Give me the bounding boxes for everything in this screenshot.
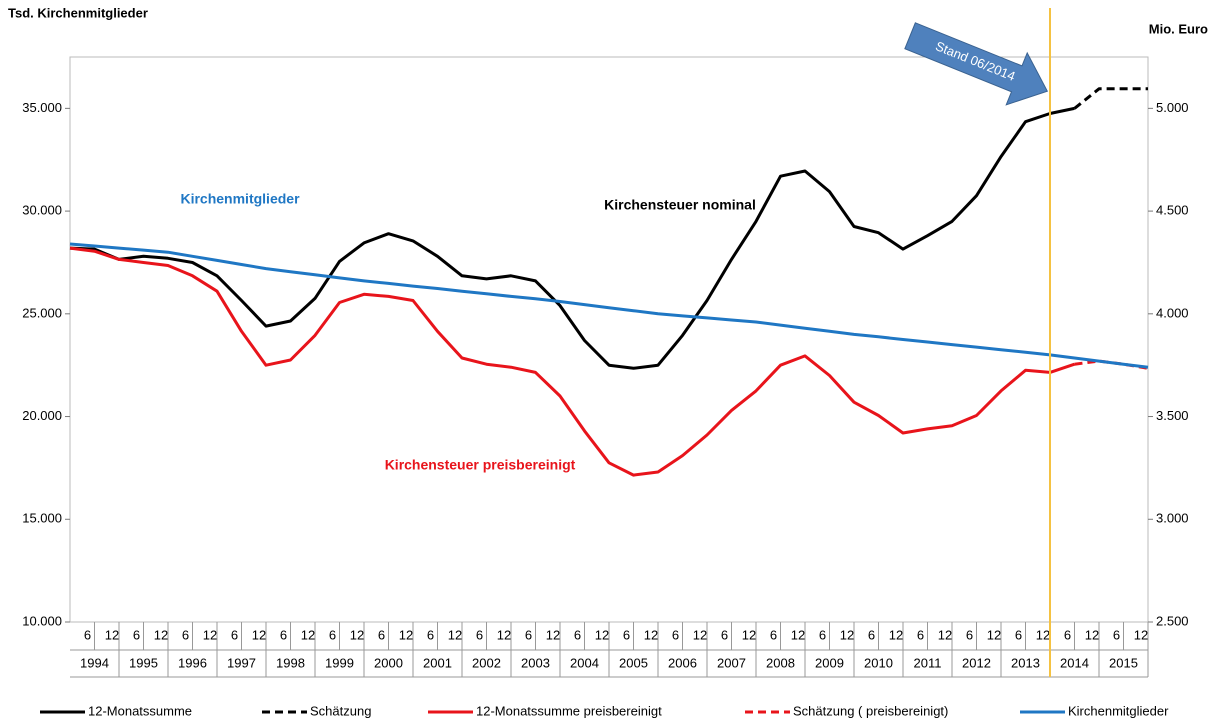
x-tick-label: 12 bbox=[840, 627, 854, 642]
y2-tick-label: 3.500 bbox=[1156, 408, 1189, 423]
x-year-label: 2013 bbox=[1011, 655, 1040, 670]
x-tick-label: 12 bbox=[1085, 627, 1099, 642]
x-tick-label: 12 bbox=[742, 627, 756, 642]
series-line bbox=[69, 242, 1149, 369]
x-tick-label: 6 bbox=[574, 627, 581, 642]
y-tick-label: 15.000 bbox=[22, 511, 62, 526]
x-tick-label: 6 bbox=[917, 627, 924, 642]
series-line bbox=[1073, 87, 1148, 110]
legend-label: 12-Monatssumme preisbereinigt bbox=[476, 703, 662, 718]
x-year-label: 1996 bbox=[178, 655, 207, 670]
x-year-label: 2007 bbox=[717, 655, 746, 670]
stand-arrow: Stand 06/2014 bbox=[904, 22, 1049, 106]
x-tick-label: 12 bbox=[1134, 627, 1148, 642]
series-line bbox=[69, 246, 1075, 477]
x-year-label: 2011 bbox=[914, 655, 942, 670]
x-tick-label: 6 bbox=[476, 627, 483, 642]
x-year-label: 1997 bbox=[227, 655, 256, 670]
x-tick-label: 12 bbox=[252, 627, 266, 642]
x-tick-label: 12 bbox=[693, 627, 707, 642]
x-tick-label: 12 bbox=[595, 627, 609, 642]
y-tick-label: 20.000 bbox=[22, 408, 62, 423]
legend-label: Schätzung ( preisbereinigt) bbox=[793, 703, 948, 718]
x-tick-label: 6 bbox=[966, 627, 973, 642]
x-year-label: 2006 bbox=[668, 655, 697, 670]
y-axis-label: Tsd. Kirchenmitglieder bbox=[8, 5, 148, 20]
x-year-label: 1995 bbox=[129, 655, 158, 670]
x-tick-label: 6 bbox=[623, 627, 630, 642]
x-tick-label: 6 bbox=[280, 627, 287, 642]
x-year-label: 2002 bbox=[472, 655, 501, 670]
x-tick-label: 6 bbox=[868, 627, 875, 642]
x-tick-label: 12 bbox=[497, 627, 511, 642]
x-tick-label: 12 bbox=[154, 627, 168, 642]
x-year-label: 1998 bbox=[276, 655, 305, 670]
x-year-label: 2001 bbox=[423, 655, 452, 670]
x-tick-label: 12 bbox=[448, 627, 462, 642]
x-tick-label: 6 bbox=[819, 627, 826, 642]
annotation: Kirchensteuer preisbereinigt bbox=[385, 457, 576, 473]
y2-tick-label: 5.000 bbox=[1156, 100, 1189, 115]
y-tick-label: 30.000 bbox=[22, 203, 62, 218]
legend-label: Kirchenmitglieder bbox=[1068, 703, 1169, 718]
y2-axis-label: Mio. Euro bbox=[1149, 21, 1208, 36]
x-tick-label: 6 bbox=[1015, 627, 1022, 642]
x-tick-label: 12 bbox=[644, 627, 658, 642]
x-year-label: 2008 bbox=[766, 655, 795, 670]
plot-frame bbox=[69, 56, 1149, 623]
x-tick-label: 6 bbox=[721, 627, 728, 642]
x-year-label: 2000 bbox=[374, 655, 403, 670]
x-tick-label: 6 bbox=[182, 627, 189, 642]
series-line bbox=[69, 106, 1075, 370]
x-tick-label: 12 bbox=[1036, 627, 1050, 642]
y-tick-label: 35.000 bbox=[22, 100, 62, 115]
x-year-label: 2014 bbox=[1060, 655, 1089, 670]
x-tick-label: 12 bbox=[105, 627, 119, 642]
x-tick-label: 12 bbox=[546, 627, 560, 642]
x-year-label: 2010 bbox=[864, 655, 893, 670]
x-tick-label: 6 bbox=[329, 627, 336, 642]
y2-tick-label: 2.500 bbox=[1156, 613, 1189, 628]
y-tick-label: 10.000 bbox=[22, 613, 62, 628]
legend-label: Schätzung bbox=[310, 703, 371, 718]
y2-tick-label: 3.000 bbox=[1156, 511, 1189, 526]
x-tick-label: 12 bbox=[791, 627, 805, 642]
x-tick-label: 12 bbox=[987, 627, 1001, 642]
x-year-label: 1994 bbox=[80, 655, 109, 670]
arrow-shape bbox=[904, 22, 1049, 106]
x-tick-label: 12 bbox=[889, 627, 903, 642]
x-tick-label: 12 bbox=[350, 627, 364, 642]
x-tick-label: 12 bbox=[203, 627, 217, 642]
y2-tick-label: 4.500 bbox=[1156, 203, 1189, 218]
x-tick-label: 6 bbox=[84, 627, 91, 642]
x-year-label: 2005 bbox=[619, 655, 648, 670]
x-tick-label: 6 bbox=[378, 627, 385, 642]
x-tick-label: 6 bbox=[672, 627, 679, 642]
x-tick-label: 6 bbox=[770, 627, 777, 642]
x-year-label: 2012 bbox=[962, 655, 991, 670]
x-tick-label: 6 bbox=[1064, 627, 1071, 642]
x-tick-label: 6 bbox=[1113, 627, 1120, 642]
x-year-label: 2004 bbox=[570, 655, 599, 670]
x-tick-label: 6 bbox=[133, 627, 140, 642]
x-tick-label: 6 bbox=[427, 627, 434, 642]
x-tick-label: 12 bbox=[301, 627, 315, 642]
x-year-label: 2009 bbox=[815, 655, 844, 670]
annotation: Kirchensteuer nominal bbox=[604, 197, 756, 213]
annotation: Kirchenmitglieder bbox=[180, 191, 300, 207]
x-tick-label: 12 bbox=[938, 627, 952, 642]
x-tick-label: 12 bbox=[399, 627, 413, 642]
y-tick-label: 25.000 bbox=[22, 305, 62, 320]
x-year-label: 1999 bbox=[325, 655, 354, 670]
x-tick-label: 6 bbox=[231, 627, 238, 642]
legend-label: 12-Monatssumme bbox=[88, 703, 192, 718]
x-year-label: 2003 bbox=[521, 655, 550, 670]
y2-tick-label: 4.000 bbox=[1156, 305, 1189, 320]
x-tick-label: 6 bbox=[525, 627, 532, 642]
x-year-label: 2015 bbox=[1109, 655, 1138, 670]
